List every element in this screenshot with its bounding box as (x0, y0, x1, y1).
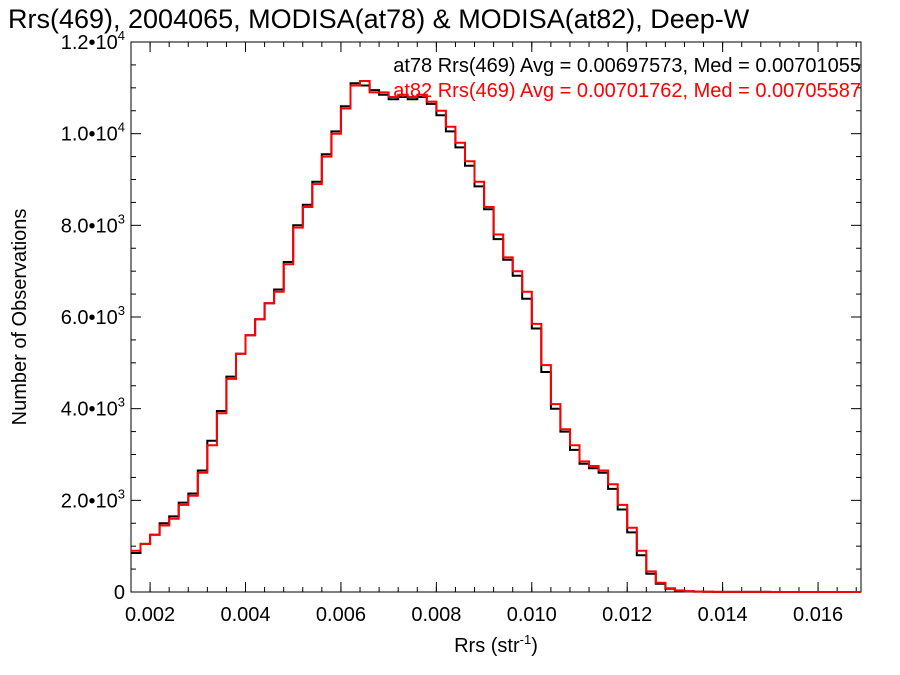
y-tick-label-main: 1.0•10 (61, 124, 118, 146)
y-tick-label-exponent: 4 (118, 28, 125, 43)
y-axis: 02.0•1034.0•1036.0•1038.0•1031.0•1041.2•… (61, 28, 861, 604)
x-tick-label: 0.004 (220, 604, 270, 626)
y-tick-label-main: 6.0•10 (61, 307, 118, 329)
x-axis-title-end: ) (531, 635, 538, 657)
y-tick-label: 8.0•103 (61, 211, 125, 237)
y-tick-label-exponent: 3 (118, 211, 125, 226)
y-tick-label-main: 0 (114, 582, 125, 604)
x-tick-label: 0.008 (411, 604, 461, 626)
chart-title: Rrs(469), 2004065, MODISA(at78) & MODISA… (8, 4, 750, 34)
x-tick-label: 0.002 (125, 604, 175, 626)
y-tick-label-exponent: 3 (118, 303, 125, 318)
y-tick-label-main: 8.0•10 (61, 215, 118, 237)
plot-frame (130, 41, 862, 593)
y-tick-label-exponent: 4 (118, 120, 125, 135)
y-tick-label: 6.0•103 (61, 303, 125, 329)
y-tick-label-main: 2.0•10 (61, 490, 118, 512)
legend-entry-at78: at78 Rrs(469) Avg = 0.00697573, Med = 0.… (393, 55, 861, 77)
y-tick-label: 1.0•104 (61, 120, 125, 146)
y-tick-label-main: 1.2•10 (61, 32, 118, 54)
y-tick-label-exponent: 3 (118, 486, 125, 501)
y-axis-title: Number of Observations (9, 209, 31, 426)
y-tick-label-exponent: 3 (118, 395, 125, 410)
legend-entry-at82: at82 Rrs(469) Avg = 0.00701762, Med = 0.… (393, 80, 861, 102)
x-axis: 0.002 0.004 0.006 0.008 0.010 0.012 0.014 0.016 (125, 42, 857, 626)
y-tick-label: 0 (114, 582, 125, 604)
x-axis-title-sup: -1 (520, 632, 532, 647)
y-tick-label: 2.0•103 (61, 486, 125, 512)
y-tick-label: 4.0•103 (61, 395, 125, 421)
series-layer (131, 80, 861, 593)
series-line-at78 (131, 82, 861, 593)
x-tick-label: 0.006 (316, 604, 366, 626)
x-tick-label: 0.014 (698, 604, 748, 626)
y-tick-label: 1.2•104 (61, 28, 125, 54)
x-tick-label: 0.012 (602, 604, 652, 626)
x-axis-title-main: Rrs (str (454, 635, 520, 657)
x-tick-label: 0.010 (507, 604, 557, 626)
x-tick-label: 0.016 (793, 604, 843, 626)
series-line-at82 (131, 80, 861, 593)
x-axis-title: Rrs (str-1) (454, 632, 538, 657)
y-tick-label-main: 4.0•10 (61, 399, 118, 421)
legend: at78 Rrs(469) Avg = 0.00697573, Med = 0.… (393, 55, 861, 102)
